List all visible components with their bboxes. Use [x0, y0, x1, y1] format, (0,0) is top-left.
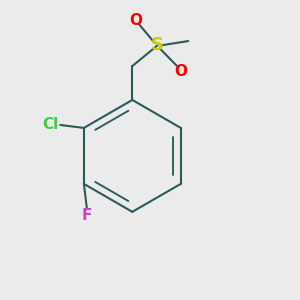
Text: Cl: Cl [42, 118, 58, 133]
Text: F: F [82, 208, 92, 223]
Text: S: S [151, 37, 164, 55]
Text: O: O [174, 64, 188, 79]
Text: O: O [129, 13, 142, 28]
